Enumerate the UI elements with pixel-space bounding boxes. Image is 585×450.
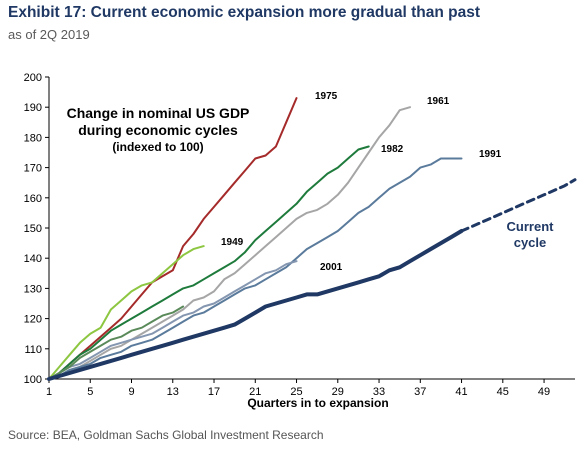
annotation-line-1: Change in nominal US GDP: [67, 105, 250, 121]
y-tick-label: 200: [24, 72, 42, 84]
x-tick-label: 17: [208, 386, 220, 398]
series-label-1949: 1949: [221, 237, 244, 248]
annotation-line-3: (indexed to 100): [112, 140, 203, 154]
x-tick-label: 21: [249, 386, 261, 398]
series-label-current-cycle-line1: Current: [507, 219, 555, 234]
chart-lines: [47, 97, 577, 381]
x-tick-label: 5: [87, 386, 93, 398]
y-tick-label: 140: [24, 253, 42, 265]
series-line-1949-4: [48, 245, 205, 380]
x-tick-label: 45: [497, 386, 509, 398]
y-tick-label: 170: [24, 163, 42, 175]
source-note: Source: BEA, Goldman Sachs Global Invest…: [8, 428, 324, 442]
series-line-1975-0: [48, 97, 298, 380]
series-label-1982: 1982: [381, 144, 404, 155]
page-subtitle: as of 2Q 2019: [8, 27, 90, 42]
x-tick-label: 37: [414, 386, 426, 398]
x-tick-label: 49: [538, 386, 550, 398]
y-tick-label: 190: [24, 102, 42, 114]
y-tick-label: 130: [24, 283, 42, 295]
x-axis-label: Quarters in to expansion: [247, 396, 388, 410]
series-line-2001-5: [48, 260, 298, 380]
series-line-current-cycle-7: [47, 229, 464, 381]
series-label-2001: 2001: [320, 262, 343, 273]
x-tick-label: 29: [332, 386, 344, 398]
series-line-1991-3: [48, 157, 463, 380]
x-tick-label: 41: [455, 386, 467, 398]
y-tick-label: 100: [24, 374, 42, 386]
series-label-current-cycle-line2: cycle: [514, 235, 547, 250]
annotation-line-2: during economic cycles: [78, 122, 238, 138]
series-line-2001-6: [48, 305, 185, 380]
x-tick-label: 33: [373, 386, 385, 398]
x-tick-label: 13: [167, 386, 179, 398]
x-tick-label: 1: [46, 386, 52, 398]
series-label-1991: 1991: [479, 149, 502, 160]
page-title: Exhibit 17: Current economic expansion m…: [8, 4, 480, 21]
y-tick-label: 120: [24, 314, 42, 326]
series-label-1961: 1961: [427, 96, 450, 107]
series-line-current-cycle-8: [460, 178, 577, 233]
y-tick-label: 160: [24, 193, 42, 205]
series-line-1982-2: [48, 145, 370, 380]
y-tick-label: 150: [24, 223, 42, 235]
y-tick-label: 110: [24, 344, 42, 356]
y-tick-label: 180: [24, 132, 42, 144]
x-tick-label: 9: [128, 386, 134, 398]
x-tick-label: 25: [290, 386, 302, 398]
series-line-1961-1: [48, 106, 411, 380]
series-label-1975: 1975: [315, 91, 338, 102]
